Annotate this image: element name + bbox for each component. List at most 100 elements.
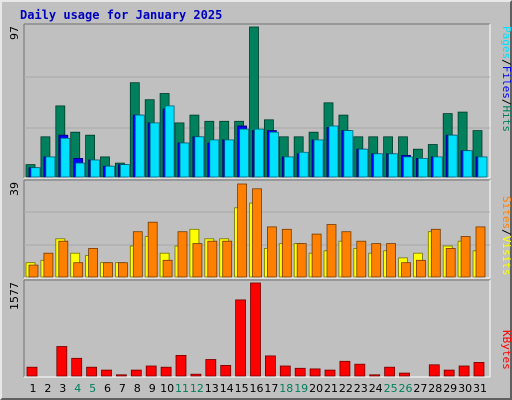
bar-sites-day-31 — [475, 226, 486, 278]
bar-sites-day-26 — [401, 262, 411, 278]
bar-sites-day-18 — [281, 228, 292, 278]
bar-sites-day-30 — [460, 236, 471, 278]
bar-sites-day-22 — [341, 231, 352, 278]
bar-kbytes-day-24 — [369, 374, 381, 377]
x-tick-24: 24 — [369, 382, 383, 395]
legend-bottom-part-0: KBytes — [500, 330, 512, 370]
bar-kbytes-day-22 — [339, 360, 351, 377]
bar-sites-day-25 — [386, 243, 397, 278]
bar-kbytes-day-17 — [264, 355, 276, 377]
bar-kbytes-day-10 — [160, 366, 172, 377]
bar-pages-day-31 — [477, 156, 488, 178]
bar-sites-day-1 — [28, 264, 39, 278]
legend-top-part-3: / — [500, 99, 512, 106]
bar-kbytes-day-14 — [220, 364, 232, 377]
bar-sites-day-15 — [237, 183, 248, 278]
legend-middle: Sites/Visits — [500, 196, 512, 276]
bar-kbytes-day-28 — [428, 364, 440, 377]
bar-sites-day-16 — [252, 188, 262, 278]
bar-kbytes-day-3 — [56, 346, 68, 377]
bar-sites-day-3 — [58, 240, 69, 278]
x-tick-7: 7 — [119, 382, 126, 395]
x-tick-26: 26 — [399, 382, 413, 395]
x-tick-13: 13 — [205, 382, 219, 395]
bar-sites-day-10 — [162, 259, 173, 278]
bar-sites-day-14 — [222, 240, 233, 278]
bar-pages-day-25 — [388, 153, 399, 178]
bar-sites-day-7 — [118, 262, 128, 278]
x-tick-2: 2 — [44, 382, 51, 395]
bar-kbytes-day-9 — [145, 365, 157, 377]
bar-kbytes-day-23 — [354, 363, 366, 377]
chart-title: Daily usage for January 2025 — [20, 8, 223, 22]
y-max-label-top: 97 — [8, 26, 21, 40]
bar-sites-day-11 — [177, 231, 188, 278]
legend-middle-part-1: / — [500, 229, 512, 236]
bar-pages-day-5 — [90, 159, 100, 178]
bar-kbytes-day-31 — [473, 361, 485, 377]
bar-kbytes-day-6 — [101, 369, 112, 377]
bar-pages-day-21 — [328, 125, 339, 178]
bar-pages-day-26 — [403, 156, 413, 178]
x-tick-12: 12 — [190, 382, 204, 395]
bar-pages-day-12 — [194, 136, 205, 178]
x-tick-30: 30 — [458, 382, 472, 395]
bar-kbytes-day-20 — [309, 368, 321, 377]
x-tick-17: 17 — [264, 382, 278, 395]
bar-pages-day-2 — [45, 156, 56, 178]
x-tick-14: 14 — [220, 382, 234, 395]
x-tick-23: 23 — [354, 382, 368, 395]
x-tick-19: 19 — [294, 382, 308, 395]
bar-kbytes-day-29 — [443, 369, 455, 377]
bar-pages-day-22 — [343, 130, 354, 178]
legend-top: Pages/Files/Hits — [500, 26, 512, 132]
bar-pages-day-19 — [298, 151, 309, 178]
x-tick-6: 6 — [104, 382, 111, 395]
bar-kbytes-day-26 — [399, 372, 410, 377]
bar-sites-day-13 — [207, 240, 218, 278]
x-tick-10: 10 — [160, 382, 174, 395]
legend-top-part-1: / — [500, 59, 512, 66]
legend-top-part-2: Files — [500, 66, 512, 99]
bar-sites-day-23 — [356, 240, 367, 278]
bar-sites-day-19 — [296, 243, 307, 278]
legend-middle-part-0: Sites — [500, 196, 512, 229]
bar-pages-day-1 — [30, 167, 41, 178]
y-max-label-bottom: 1577 — [8, 282, 21, 310]
bar-pages-day-24 — [373, 153, 384, 178]
x-tick-8: 8 — [134, 382, 141, 395]
bar-sites-day-5 — [88, 247, 98, 278]
x-tick-22: 22 — [339, 382, 353, 395]
bar-kbytes-day-7 — [116, 374, 127, 377]
bar-kbytes-day-21 — [324, 369, 336, 377]
legend-middle-part-2: Visits — [500, 236, 512, 276]
bar-kbytes-day-4 — [71, 357, 83, 377]
bar-pages-day-4 — [75, 162, 86, 178]
bar-pages-day-10 — [164, 105, 175, 178]
bar-sites-day-6 — [103, 262, 113, 278]
bar-kbytes-day-11 — [175, 354, 187, 377]
bar-sites-day-2 — [43, 252, 54, 278]
bar-sites-day-12 — [192, 243, 203, 278]
legend-top-part-0: Pages — [500, 26, 512, 59]
bar-pages-day-17 — [268, 131, 279, 178]
bar-sites-day-20 — [311, 233, 322, 278]
x-tick-20: 20 — [309, 382, 323, 395]
x-tick-25: 25 — [384, 382, 398, 395]
bar-kbytes-day-1 — [26, 366, 38, 377]
x-tick-27: 27 — [413, 382, 427, 395]
bar-pages-day-7 — [120, 164, 130, 178]
bar-sites-day-8 — [132, 231, 143, 278]
bar-pages-day-18 — [283, 156, 294, 178]
bar-pages-day-16 — [254, 128, 264, 178]
x-tick-11: 11 — [175, 382, 189, 395]
bar-kbytes-day-16 — [250, 282, 261, 377]
bar-pages-day-28 — [432, 156, 443, 178]
legend-bottom: KBytes — [500, 330, 512, 370]
bar-kbytes-day-5 — [86, 366, 97, 377]
bar-pages-day-9 — [149, 122, 160, 178]
x-tick-9: 9 — [149, 382, 156, 395]
bar-layer — [25, 26, 488, 377]
bar-kbytes-day-8 — [130, 369, 142, 377]
